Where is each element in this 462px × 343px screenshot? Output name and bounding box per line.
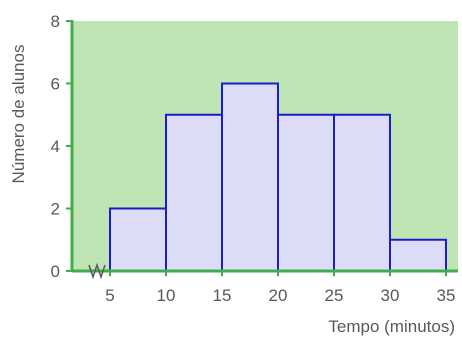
y-tick-label: 4 — [51, 137, 60, 156]
x-tick-label: 30 — [381, 286, 400, 305]
x-ticks-group: 5 10 15 20 25 30 35 — [105, 271, 455, 305]
histogram-bar-1 — [109, 207, 167, 272]
histogram-bar-5 — [333, 113, 391, 272]
x-tick-label: 15 — [213, 286, 232, 305]
x-tick-label: 5 — [105, 286, 114, 305]
x-tick-label: 20 — [269, 286, 288, 305]
x-axis-break-mark — [88, 262, 106, 280]
y-tick-label: 6 — [51, 75, 60, 94]
bars-group — [109, 82, 447, 272]
histogram-bar-2 — [165, 113, 223, 272]
y-tick-label: 8 — [51, 12, 60, 31]
y-tick-label: 0 — [51, 262, 60, 281]
y-tick-label: 2 — [51, 200, 60, 219]
histogram-bar-3 — [221, 82, 279, 272]
x-tick-label: 10 — [157, 286, 176, 305]
y-axis-title: Número de alunos — [9, 45, 28, 184]
x-axis-title: Tempo (minutos) — [328, 317, 455, 336]
y-ticks-group: 0 2 4 6 8 — [51, 12, 72, 281]
x-tick-label: 25 — [325, 286, 344, 305]
x-tick-label: 35 — [437, 286, 456, 305]
histogram-bar-4 — [277, 113, 335, 272]
histogram-bar-6 — [389, 238, 447, 272]
